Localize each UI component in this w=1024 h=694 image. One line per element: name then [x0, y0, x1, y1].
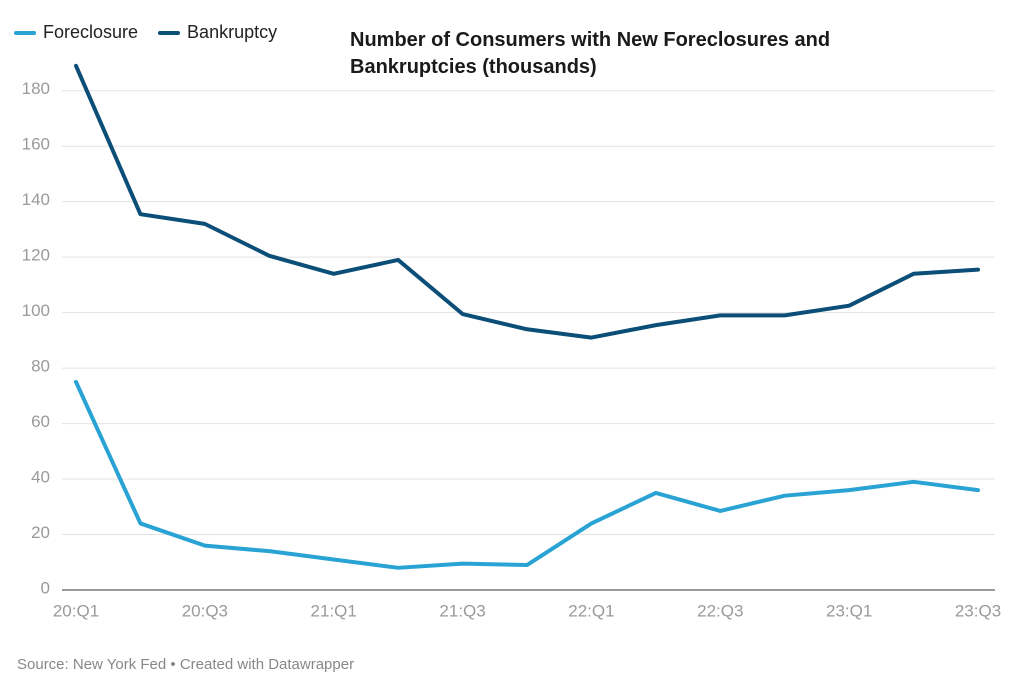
legend-label: Foreclosure	[43, 22, 139, 42]
legend-label: Bankruptcy	[187, 22, 278, 42]
legend-swatch	[158, 30, 181, 35]
legend-item: Foreclosure	[14, 22, 138, 43]
x-tick-label: 23:Q3	[955, 601, 1001, 620]
series-line	[74, 63, 980, 340]
legend-item: Bankruptcy	[158, 22, 277, 43]
y-tick-label: 40	[31, 468, 50, 487]
y-tick-label: 160	[22, 135, 50, 154]
y-tick-label: 100	[22, 301, 50, 320]
y-tick-label: 140	[22, 190, 50, 209]
x-tick-label: 22:Q1	[568, 601, 614, 620]
x-tick-label: 20:Q3	[182, 601, 228, 620]
series-line	[74, 379, 980, 570]
chart-title: Number of Consumers with New Foreclosure…	[350, 29, 831, 78]
legend-swatch	[14, 30, 36, 35]
source-note: Source: New York Fed • Created with Data…	[17, 656, 355, 673]
x-tick-label: 21:Q3	[439, 601, 485, 620]
legend: Foreclosure Bankruptcy	[14, 22, 277, 43]
y-tick-label: 0	[41, 578, 50, 597]
x-tick-label: 22:Q3	[697, 601, 743, 620]
y-tick-label: 120	[22, 246, 50, 265]
x-tick-label: 23:Q1	[826, 601, 872, 620]
y-tick-label: 60	[31, 412, 50, 431]
x-tick-label: 20:Q1	[53, 601, 99, 620]
y-tick-label: 180	[22, 79, 50, 98]
y-tick-label: 80	[31, 357, 50, 376]
y-tick-label: 20	[31, 523, 50, 542]
x-tick-label: 21:Q1	[311, 601, 357, 620]
